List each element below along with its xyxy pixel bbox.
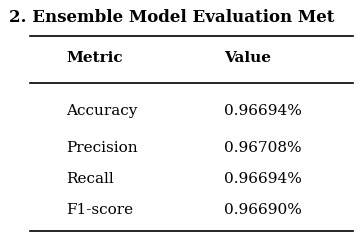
Text: 0.96708%: 0.96708% [224,141,302,156]
Text: 0.96690%: 0.96690% [224,203,302,217]
Text: Metric: Metric [66,51,123,65]
Text: F1-score: F1-score [66,203,133,217]
Text: 0.96694%: 0.96694% [224,103,302,118]
Text: Precision: Precision [66,141,138,156]
Text: 2. Ensemble Model Evaluation Met: 2. Ensemble Model Evaluation Met [9,8,334,25]
Text: Accuracy: Accuracy [66,103,138,118]
Text: Recall: Recall [66,172,114,186]
Text: 0.96694%: 0.96694% [224,172,302,186]
Text: Value: Value [224,51,271,65]
